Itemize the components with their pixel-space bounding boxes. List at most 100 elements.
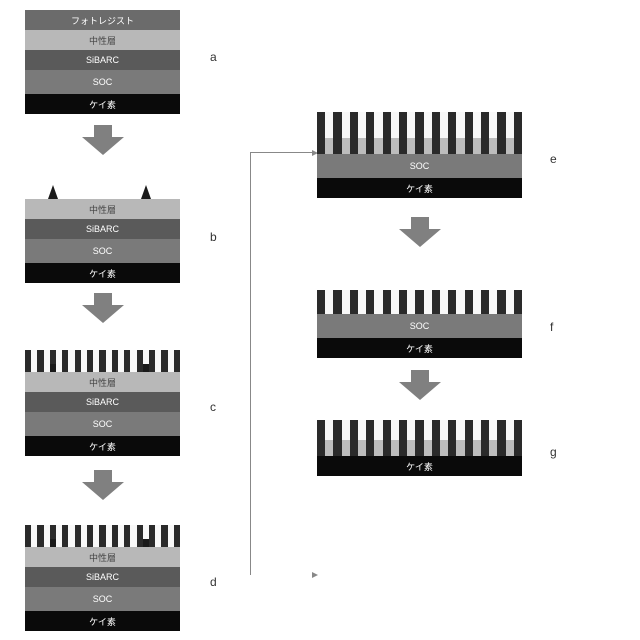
stripe	[432, 112, 440, 138]
stripe	[489, 440, 497, 456]
arrow-down-icon	[399, 217, 441, 247]
stripe	[391, 440, 399, 456]
stripe	[497, 420, 505, 440]
stripe	[407, 440, 415, 456]
stripe	[514, 112, 522, 138]
stripe	[473, 290, 481, 314]
stripe	[424, 138, 432, 154]
layer-label: SOC	[410, 321, 430, 331]
layer: ケイ素	[317, 456, 522, 476]
layer: 中性層	[25, 547, 180, 567]
layer: SOC	[25, 70, 180, 94]
stripe	[448, 290, 456, 314]
layer-stack: SOC ケイ素	[317, 290, 522, 358]
stripe	[407, 138, 415, 154]
step-label-a: a	[210, 50, 217, 64]
stripe	[383, 420, 391, 440]
stripe	[497, 112, 505, 138]
stripe	[424, 112, 432, 138]
layer: SOC	[25, 587, 180, 611]
stripe	[481, 440, 489, 456]
stripe-row	[317, 112, 522, 138]
stripe	[317, 138, 325, 154]
stripe	[399, 138, 407, 154]
stripe	[366, 138, 374, 154]
layer: ケイ素	[317, 338, 522, 358]
step-label-f: f	[550, 320, 553, 334]
layer-label: SiBARC	[86, 572, 119, 582]
stripe	[456, 440, 464, 456]
stripe	[366, 290, 374, 314]
stripe	[317, 112, 325, 138]
pin-mark	[143, 364, 149, 372]
stripe	[481, 112, 489, 138]
stripe	[317, 290, 325, 314]
stripe-row	[25, 525, 180, 547]
stripe	[358, 138, 366, 154]
layer-label: 中性層	[89, 376, 116, 389]
stripe	[506, 420, 514, 440]
connector-arrow	[250, 152, 312, 575]
stripe	[497, 440, 505, 456]
stripe	[333, 290, 341, 314]
stripe	[473, 420, 481, 440]
layer-label: SiBARC	[86, 224, 119, 234]
stripe	[456, 112, 464, 138]
stripe	[424, 420, 432, 440]
stripe	[325, 138, 333, 154]
stripe-row	[25, 350, 180, 372]
stripe	[383, 138, 391, 154]
stripe	[342, 290, 350, 314]
stripe	[407, 112, 415, 138]
layer: SOC	[317, 314, 522, 338]
step-label-d: d	[210, 575, 217, 589]
layer-label: ケイ素	[89, 615, 116, 628]
layer: 中性層	[25, 199, 180, 219]
stripe	[448, 138, 456, 154]
step-label-c: c	[210, 400, 216, 414]
stripe	[440, 440, 448, 456]
layer-label: SiBARC	[86, 55, 119, 65]
stripe	[366, 440, 374, 456]
stripe	[358, 112, 366, 138]
layer: SOC	[25, 412, 180, 436]
stripe	[448, 112, 456, 138]
step-label-b: b	[210, 230, 217, 244]
stripe	[399, 440, 407, 456]
stripe	[358, 440, 366, 456]
layer: SiBARC	[25, 567, 180, 587]
layer-stack: 中性層SiBARCSOCケイ素	[25, 185, 180, 283]
stripe	[374, 138, 382, 154]
stripe	[481, 420, 489, 440]
layer: 中性層	[25, 30, 180, 50]
stripe	[440, 138, 448, 154]
layer: ケイ素	[25, 611, 180, 631]
stripe	[424, 290, 432, 314]
stripe	[448, 440, 456, 456]
stripe	[465, 138, 473, 154]
stripe	[317, 440, 325, 456]
layer-stack: フォトレジスト中性層 SiBARC SOC ケイ素	[25, 10, 180, 114]
layer: SOC	[317, 154, 522, 178]
layer: フォトレジスト	[25, 10, 180, 30]
arrow-down-icon	[82, 470, 124, 500]
stripe	[473, 138, 481, 154]
stripe	[465, 420, 473, 440]
stripe	[399, 112, 407, 138]
stripe	[325, 290, 333, 314]
stripe	[473, 440, 481, 456]
layer-label: 中性層	[89, 551, 116, 564]
stripe	[333, 440, 341, 456]
stripe	[391, 290, 399, 314]
pin-mark	[50, 364, 56, 372]
pin-triangle	[141, 185, 151, 199]
layer-label: ケイ素	[89, 267, 116, 280]
arrow-down-icon	[399, 370, 441, 400]
stripe	[506, 138, 514, 154]
layer-stack: 中性層SiBARCSOCケイ素	[25, 350, 180, 456]
stripe	[350, 290, 358, 314]
stripe	[456, 420, 464, 440]
stripe	[350, 440, 358, 456]
stripe	[333, 138, 341, 154]
layer-label: ケイ素	[89, 98, 116, 111]
